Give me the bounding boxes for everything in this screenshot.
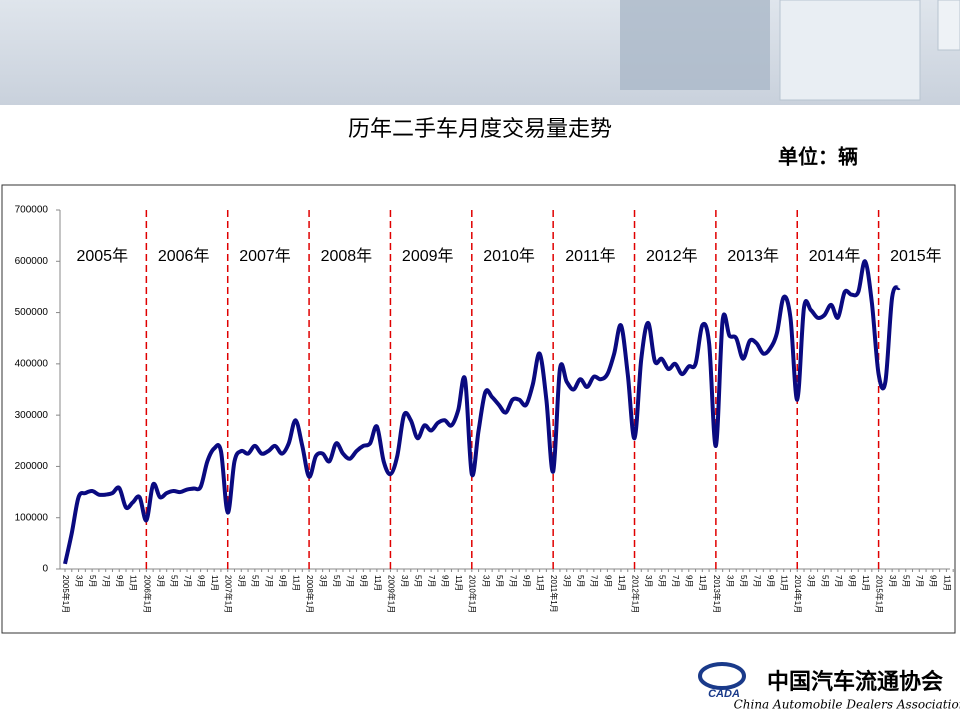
x-tick-label: 5月 bbox=[576, 575, 585, 587]
x-tick-label: 11月 bbox=[373, 575, 382, 591]
x-tick-label: 5月 bbox=[739, 575, 748, 587]
logo-name-cn: 中国汽车流通协会 bbox=[767, 669, 943, 695]
x-tick-label: 11月 bbox=[698, 575, 707, 591]
unit-label: 单位：辆 bbox=[778, 144, 858, 168]
x-tick-label: 5月 bbox=[413, 575, 422, 587]
x-tick-label: 7月 bbox=[346, 575, 355, 587]
x-tick-label: 11月 bbox=[210, 575, 219, 591]
x-tick-label: 7月 bbox=[508, 575, 517, 587]
year-label: 2014年 bbox=[809, 247, 861, 265]
x-tick-label: 5月 bbox=[88, 575, 97, 587]
x-tick-label: 9月 bbox=[766, 575, 775, 587]
x-tick-label: 11月 bbox=[535, 575, 544, 591]
x-tick-label: 9月 bbox=[603, 575, 612, 587]
x-tick-label: 5月 bbox=[495, 575, 504, 587]
x-tick-label: 2015年1月 bbox=[874, 575, 884, 613]
y-tick-label: 300000 bbox=[15, 410, 49, 421]
x-tick-label: 9月 bbox=[278, 575, 287, 587]
x-tick-label: 11月 bbox=[942, 575, 951, 591]
x-tick-label: 2014年1月 bbox=[793, 575, 803, 613]
x-tick-label: 3月 bbox=[400, 575, 409, 587]
x-tick-label: 9月 bbox=[115, 575, 124, 587]
x-tick-label: 2012年1月 bbox=[630, 575, 640, 613]
x-tick-label: 7月 bbox=[427, 575, 436, 587]
year-label: 2005年 bbox=[76, 247, 128, 265]
header-cube bbox=[620, 0, 770, 90]
x-tick-label: 2011年1月 bbox=[549, 575, 559, 613]
x-tick-label: 3月 bbox=[156, 575, 165, 587]
y-tick-label: 700000 bbox=[15, 205, 49, 216]
plot: 0 100000 200000 300000 400000 500000 600000 700… bbox=[15, 205, 954, 613]
x-tick-label: 3月 bbox=[807, 575, 816, 587]
x-tick-label: 5月 bbox=[902, 575, 911, 587]
y-tick-label: 600000 bbox=[15, 256, 49, 267]
x-tick-label: 2013年1月 bbox=[712, 575, 722, 613]
x-tick-label: 3月 bbox=[481, 575, 490, 587]
y-tick-label: 200000 bbox=[15, 461, 49, 472]
x-tick-label: 9月 bbox=[685, 575, 694, 587]
x-tick-label: 11月 bbox=[780, 575, 789, 591]
plot-frame bbox=[1, 184, 956, 634]
x-tick-label: 7月 bbox=[752, 575, 761, 587]
x-tick-label: 2005年1月 bbox=[61, 575, 71, 613]
x-tick-label: 9月 bbox=[441, 575, 450, 587]
x-tick-label: 9月 bbox=[847, 575, 856, 587]
x-tick-label: 3月 bbox=[319, 575, 328, 587]
year-label: 2015年 bbox=[890, 247, 942, 265]
x-tick-label: 11月 bbox=[861, 575, 870, 591]
x-tick-label: 3月 bbox=[888, 575, 897, 587]
x-tick-label: 7月 bbox=[183, 575, 192, 587]
year-label: 2009年 bbox=[402, 247, 454, 265]
x-tick-label: 7月 bbox=[915, 575, 924, 587]
year-label: 2006年 bbox=[158, 247, 210, 265]
x-tick-label: 9月 bbox=[359, 575, 368, 587]
x-tick-label: 11月 bbox=[129, 575, 138, 591]
x-tick-label: 11月 bbox=[291, 575, 300, 591]
y-tick-label: 0 bbox=[42, 564, 48, 575]
x-tick-label: 7月 bbox=[102, 575, 111, 587]
x-tick-label: 7月 bbox=[834, 575, 843, 587]
x-tick-label: 7月 bbox=[590, 575, 599, 587]
x-tick-label: 2010年1月 bbox=[468, 575, 478, 613]
x-tick-label: 5月 bbox=[658, 575, 667, 587]
x-tick-label: 2009年1月 bbox=[386, 575, 396, 613]
logo-mark: CADA bbox=[708, 688, 740, 700]
y-tick-label: 100000 bbox=[15, 512, 49, 523]
year-label: 2010年 bbox=[483, 247, 535, 265]
year-label: 2007年 bbox=[239, 247, 291, 265]
x-tick-label: 3月 bbox=[563, 575, 572, 587]
x-tick-label: 9月 bbox=[196, 575, 205, 587]
x-tick-label: 3月 bbox=[237, 575, 246, 587]
x-tick-label: 3月 bbox=[74, 575, 83, 587]
data-line bbox=[63, 259, 901, 565]
x-tick-label: 7月 bbox=[264, 575, 273, 587]
x-tick-label: 5月 bbox=[332, 575, 341, 587]
x-tick-label: 7月 bbox=[671, 575, 680, 587]
x-tick-label: 3月 bbox=[644, 575, 653, 587]
x-tick-label: 5月 bbox=[251, 575, 260, 587]
x-tick-label: 11月 bbox=[617, 575, 626, 591]
x-tick-label: 9月 bbox=[522, 575, 531, 587]
year-label: 2011年 bbox=[565, 247, 615, 265]
year-label: 2013年 bbox=[727, 247, 779, 265]
x-tick-label: 3月 bbox=[725, 575, 734, 587]
x-tick-label: 5月 bbox=[820, 575, 829, 587]
header-cube bbox=[779, 0, 921, 101]
x-tick-label: 2008年1月 bbox=[305, 575, 315, 613]
year-label: 2012年 bbox=[646, 247, 698, 265]
logo-ring bbox=[698, 662, 746, 690]
x-tick-label: 11月 bbox=[454, 575, 463, 591]
chart-title: 历年二手车月度交易量走势 bbox=[348, 117, 612, 142]
x-tick-label: 2007年1月 bbox=[224, 575, 234, 613]
x-tick-label: 5月 bbox=[169, 575, 178, 587]
x-tick-label: 2006年1月 bbox=[142, 575, 152, 613]
x-tick-label: 9月 bbox=[929, 575, 938, 587]
logo-name-en: China Automobile Dealers Association bbox=[734, 698, 960, 712]
y-tick-label: 400000 bbox=[15, 358, 49, 369]
header-cube bbox=[937, 0, 960, 51]
year-label: 2008年 bbox=[321, 247, 373, 265]
y-tick-label: 500000 bbox=[15, 307, 49, 318]
